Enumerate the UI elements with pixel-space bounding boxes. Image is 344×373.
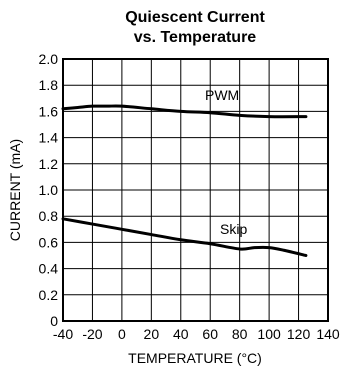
y-axis-label: CURRENT (mA) [7,139,23,241]
series-line-pwm [61,104,308,119]
x-axis-ticks: -40 -20 0 20 40 60 80 100 120 140 [53,326,340,342]
y-tick-label: 0.8 [39,208,59,224]
y-tick-label: 0.2 [39,287,59,303]
x-tick-label: 120 [287,326,311,342]
series-label-pwm: PWM [205,87,239,103]
grid [62,58,329,322]
x-tick-label: -20 [82,326,102,342]
y-tick-label: 1.6 [39,103,59,119]
plot-frame [62,58,329,322]
chart-subtitle: vs. Temperature [134,29,257,46]
y-tick-label: 0 [50,313,58,329]
y-tick-label: 0.6 [39,234,59,250]
y-tick-label: 2.0 [39,51,59,67]
y-tick-label: 1.8 [39,77,59,93]
x-tick-label: 140 [316,326,340,342]
y-tick-label: 1.4 [39,130,59,146]
chart-title: Quiescent Current [125,9,265,26]
series-group: PWM Skip [61,87,308,257]
y-axis-ticks: 0 0.2 0.4 0.6 0.8 1.0 1.2 1.4 1.6 1.8 2.0 [39,51,59,329]
y-tick-label: 1.0 [39,182,59,198]
series-line-skip [61,217,308,257]
x-tick-label: 100 [257,326,281,342]
x-tick-label: 0 [118,326,126,342]
y-tick-label: 0.4 [39,261,59,277]
x-tick-label: -40 [53,326,73,342]
x-tick-label: 60 [202,326,218,342]
y-tick-label: 1.2 [39,156,59,172]
x-tick-label: 80 [232,326,248,342]
x-axis-label: TEMPERATURE (°C) [128,350,262,366]
series-label-skip: Skip [220,221,247,237]
x-tick-label: 40 [173,326,189,342]
x-tick-label: 20 [144,326,160,342]
